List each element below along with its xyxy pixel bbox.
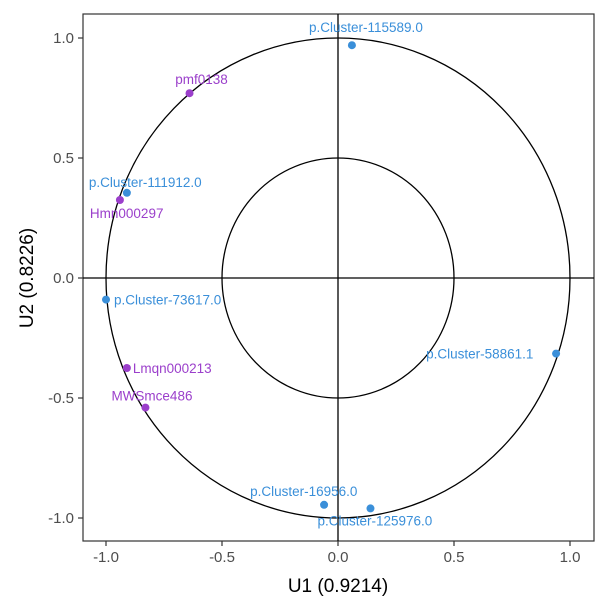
data-point xyxy=(366,504,375,513)
y-tick-label: 0.5 xyxy=(53,150,74,167)
data-point xyxy=(185,89,194,98)
point-label: MWSmce486 xyxy=(111,389,192,404)
y-tick-label: 1.0 xyxy=(53,30,74,47)
x-tick-label: -1.0 xyxy=(93,549,119,566)
data-point xyxy=(141,403,150,412)
point-label: Lmqn000213 xyxy=(133,361,212,376)
point-label: Hmn000297 xyxy=(90,206,164,221)
data-point xyxy=(115,196,124,204)
data-point xyxy=(347,41,356,50)
point-label: p.Cluster-111912.0 xyxy=(89,175,202,190)
point-label: p.Cluster-125976.0 xyxy=(317,513,432,528)
y-tick-label: 0.0 xyxy=(53,270,74,287)
points-layer: p.Cluster-115589.0 pmf0138 p.Cluster-11191… xyxy=(89,20,561,528)
x-tick-label: 1.0 xyxy=(560,549,581,566)
outer-circle xyxy=(105,37,571,519)
data-point xyxy=(122,364,131,372)
point-label: pmf0138 xyxy=(175,72,228,87)
x-tick-label: 0.5 xyxy=(444,549,465,566)
y-tick-label: -1.0 xyxy=(48,510,74,527)
x-tick-label: 0.0 xyxy=(328,549,349,566)
x-tick-label: -0.5 xyxy=(209,549,235,566)
point-label: p.Cluster-16956.0 xyxy=(250,484,357,499)
data-point xyxy=(552,349,561,358)
x-axis: -1.0 -0.5 0.0 0.5 1.0 U1 (0.9214) xyxy=(93,541,580,597)
y-tick-label: -0.5 xyxy=(48,390,74,407)
inner-circle xyxy=(221,157,455,399)
y-axis: -1.0 -0.5 0.0 0.5 1.0 U2 (0.8226) xyxy=(17,30,83,527)
data-point xyxy=(102,295,110,304)
data-point xyxy=(320,500,329,509)
y-axis-title: U2 (0.8226) xyxy=(17,228,38,328)
data-point xyxy=(122,188,131,197)
x-axis-title: U1 (0.9214) xyxy=(288,576,388,597)
point-label: p.Cluster-115589.0 xyxy=(309,20,423,35)
point-label: p.Cluster-58861.1 xyxy=(426,347,533,362)
point-label: p.Cluster-73617.0 xyxy=(114,293,221,308)
plot-area: p.Cluster-115589.0 pmf0138 p.Cluster-11191… xyxy=(82,13,595,542)
